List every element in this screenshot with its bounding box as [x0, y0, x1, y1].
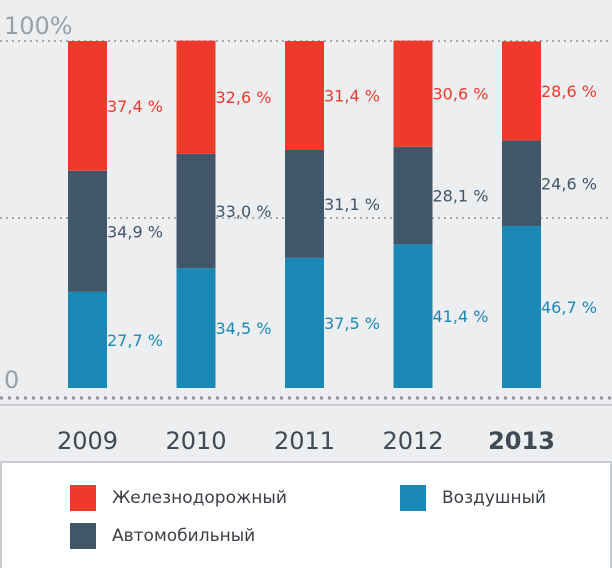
- data-label-auto-2011: 31,1 %: [324, 195, 380, 214]
- legend-label-air: Воздушный: [442, 488, 547, 508]
- data-label-air-2012: 41,4 %: [433, 307, 489, 326]
- x-tick-label-2011: 2011: [274, 427, 335, 455]
- legend-swatch-air: [400, 485, 426, 511]
- bar-segment-auto-2010: [176, 153, 216, 269]
- legend-item-air: Воздушный: [400, 485, 546, 511]
- bar-segment-air-2009: [68, 291, 107, 388]
- data-label-air-2010: 34,5 %: [216, 319, 272, 338]
- bar-segment-auto-2013: [502, 140, 541, 226]
- bar-segment-air-2010: [176, 268, 216, 388]
- legend-label-auto: Автомобильный: [112, 526, 256, 546]
- data-label-air-2011: 37,5 %: [324, 314, 380, 333]
- bars-group: 27,7 % 34,9 % 37,4 % 34,5 % 33,0 % 32,6 % 37,5…: [68, 40, 597, 388]
- data-label-air-2009: 27,7 %: [107, 331, 163, 350]
- bar-segment-rail-2011: [285, 41, 324, 150]
- x-tick-label-2009: 2009: [57, 427, 118, 455]
- data-label-auto-2013: 24,6 %: [541, 174, 597, 193]
- y-tick-label-top: 100%: [4, 12, 73, 40]
- data-label-auto-2012: 28,1 %: [433, 187, 489, 206]
- legend-item-rail: Железнодорожный: [70, 485, 287, 511]
- bar-segment-rail-2013: [502, 41, 541, 141]
- bar-segment-auto-2011: [285, 149, 324, 258]
- data-label-rail-2012: 30,6 %: [433, 85, 489, 104]
- bar-segment-auto-2012: [393, 146, 433, 245]
- legend-label-rail: Железнодорожный: [112, 488, 287, 508]
- data-label-auto-2009: 34,9 %: [107, 222, 163, 241]
- legend-swatch-rail: [70, 485, 96, 511]
- data-label-air-2013: 46,7 %: [541, 298, 597, 317]
- x-tick-label-2010: 2010: [165, 427, 226, 455]
- bar-segment-air-2012: [393, 244, 433, 388]
- bar-segment-rail-2009: [68, 41, 107, 171]
- year-axis-band: [0, 404, 612, 463]
- data-label-rail-2013: 28,6 %: [541, 82, 597, 101]
- legend: Железнодорожный Воздушный Автомобильный: [0, 463, 612, 568]
- data-label-auto-2010: 33,0 %: [216, 202, 272, 221]
- x-tick-label-2013: 2013: [488, 427, 555, 455]
- bar-segment-auto-2009: [68, 170, 107, 292]
- data-label-rail-2009: 37,4 %: [107, 97, 163, 116]
- bar-segment-air-2013: [502, 225, 541, 388]
- y-tick-label-bottom: 0: [4, 366, 19, 394]
- x-tick-label-2012: 2012: [382, 427, 443, 455]
- legend-swatch-auto: [70, 523, 96, 549]
- data-label-rail-2011: 31,4 %: [324, 86, 380, 105]
- stacked-bar-chart: 100% 0 27,7 % 34,9 % 37,4 % 34,5 % 33,0 % 32,…: [0, 12, 612, 455]
- legend-item-auto: Автомобильный: [70, 523, 255, 549]
- bar-segment-air-2011: [285, 257, 324, 388]
- x-tick-labels: 2009 2010 2011 2012 2013: [57, 427, 555, 455]
- bar-segment-rail-2012: [393, 40, 433, 147]
- data-label-rail-2010: 32,6 %: [216, 88, 272, 107]
- bar-segment-rail-2010: [176, 40, 216, 154]
